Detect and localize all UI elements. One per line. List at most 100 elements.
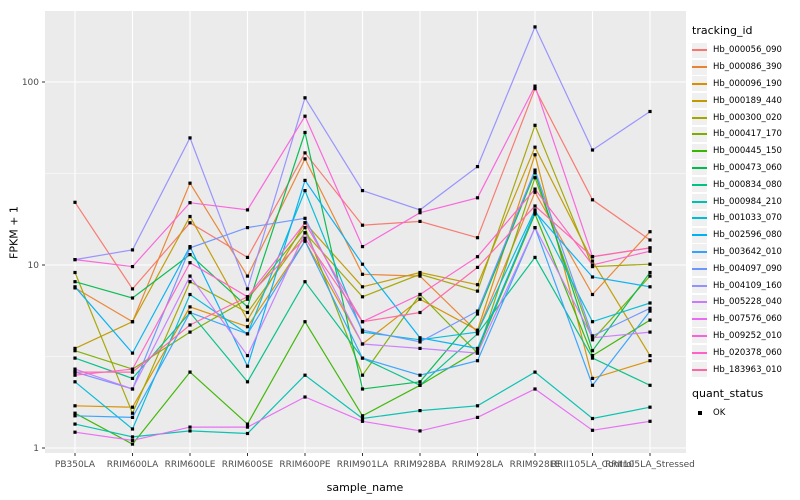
data-point — [590, 259, 595, 263]
data-point — [533, 84, 537, 88]
data-point — [360, 356, 365, 360]
y-tick-label: 1 — [33, 444, 39, 454]
data-point — [360, 373, 365, 377]
data-point — [245, 325, 250, 329]
data-point — [188, 221, 192, 225]
data-point — [303, 231, 307, 235]
data-point — [475, 309, 480, 313]
data-point — [418, 274, 422, 278]
data-point — [418, 292, 422, 297]
data-point — [245, 287, 250, 291]
data-point — [475, 196, 480, 200]
data-point — [418, 208, 422, 212]
data-point — [73, 285, 77, 289]
data-point — [130, 435, 135, 439]
data-point — [360, 295, 365, 299]
data-point — [303, 280, 307, 284]
data-point — [418, 272, 422, 276]
data-point — [475, 404, 480, 408]
data-point — [130, 351, 135, 355]
legend-item-label: Hb_020378_060 — [713, 347, 782, 358]
data-point — [648, 306, 652, 310]
data-point — [73, 373, 77, 377]
data-point — [648, 270, 652, 275]
data-point — [533, 176, 537, 180]
data-point — [303, 157, 307, 161]
data-point — [590, 336, 595, 340]
legend-key-swatch — [692, 93, 707, 109]
data-point — [73, 404, 77, 408]
data-point — [418, 336, 422, 340]
legend-key-swatch — [692, 160, 707, 176]
data-point — [73, 356, 77, 360]
data-point — [533, 187, 537, 191]
legend-item-label: Hb_002596_080 — [713, 230, 782, 241]
data-point — [188, 253, 192, 257]
data-point — [73, 200, 77, 204]
x-tick-label: RRIM600PE — [279, 460, 331, 470]
legend-item-label: Hb_003642_010 — [713, 246, 782, 257]
legend-key-swatch — [692, 261, 707, 277]
data-point — [73, 370, 77, 374]
data-point — [245, 274, 250, 278]
data-point — [360, 387, 365, 391]
legend-key-swatch — [692, 194, 707, 210]
data-point — [245, 295, 250, 299]
data-point — [533, 87, 537, 91]
data-point — [245, 431, 250, 436]
data-point — [303, 216, 307, 220]
data-point — [533, 123, 537, 127]
legend-key-swatch — [692, 294, 707, 310]
data-point — [590, 334, 595, 338]
data-point — [648, 246, 652, 250]
data-point — [590, 383, 595, 387]
data-point — [533, 171, 537, 175]
data-point — [590, 338, 595, 342]
legend-item-label: Hb_000096_190 — [713, 78, 782, 89]
legend-key-swatch — [692, 143, 707, 159]
legend-item-label: Hb_000300_020 — [713, 112, 782, 123]
data-point — [418, 373, 422, 377]
legend: tracking_id Hb_000056_090 Hb_000086_390 Hb… — [692, 24, 800, 422]
data-point — [130, 296, 135, 300]
data-point — [130, 415, 135, 419]
data-point — [475, 346, 480, 350]
data-point — [245, 297, 250, 301]
data-point — [303, 96, 307, 100]
data-point — [73, 411, 77, 415]
data-point — [475, 330, 480, 334]
data-point — [130, 248, 135, 252]
data-point — [590, 263, 595, 267]
data-point — [303, 114, 307, 118]
data-point — [188, 292, 192, 297]
data-point — [303, 178, 307, 182]
legend-item-Hb_183963_010: Hb_183963_010 — [692, 361, 800, 378]
y-tick-label: 100 — [22, 78, 39, 88]
legend-item-label: Hb_000086_390 — [713, 62, 782, 73]
data-point — [360, 328, 365, 332]
legend-item-Hb_004109_160: Hb_004109_160 — [692, 277, 800, 294]
legend-item-label: Hb_000445_150 — [713, 146, 782, 157]
legend-item-Hb_002596_080: Hb_002596_080 — [692, 227, 800, 244]
data-point — [360, 320, 365, 324]
x-tick-label: PB350LA — [55, 460, 96, 470]
legend-item-label: Hb_005228_040 — [713, 297, 782, 308]
legend-item-Hb_001033_070: Hb_001033_070 — [692, 210, 800, 227]
data-point — [303, 151, 307, 155]
data-point — [475, 332, 480, 336]
legend-item-Hb_000056_090: Hb_000056_090 — [692, 42, 800, 59]
data-point — [130, 265, 135, 269]
data-point — [590, 275, 595, 279]
legend-key-swatch — [692, 345, 707, 361]
data-point — [590, 428, 595, 432]
data-point — [648, 109, 652, 114]
data-point — [360, 285, 365, 289]
legend-item-Hb_000984_210: Hb_000984_210 — [692, 193, 800, 210]
data-point — [360, 330, 365, 334]
data-point — [245, 422, 250, 426]
data-point — [648, 262, 652, 266]
legend-item-label: Hb_004097_090 — [713, 263, 782, 274]
data-point — [648, 383, 652, 387]
data-point — [475, 328, 480, 332]
